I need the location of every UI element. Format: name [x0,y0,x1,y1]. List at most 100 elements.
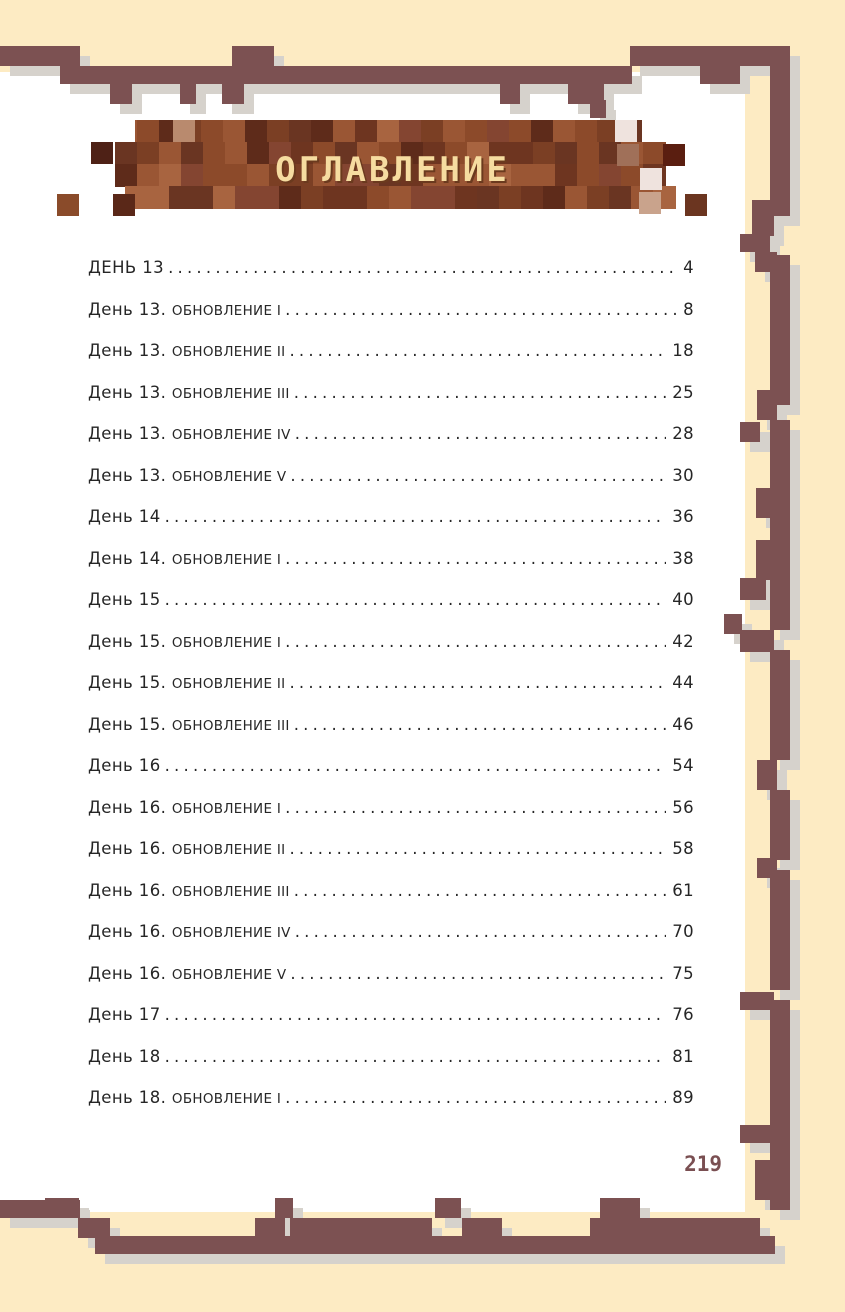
toc-entry-title: День 18. ОБНОВЛЕНИЕ I [88,1088,281,1107]
toc-dot-leader: ........................................… [285,299,677,319]
toc-entry-update: ОБНОВЛЕНИЕ II [171,842,286,858]
toc-entry-page: 28 [672,424,694,443]
toc-dot-leader: ........................................… [294,424,667,443]
toc-entry: День 13. ОБНОВЛЕНИЕ V...................… [88,466,694,496]
toc-entry-day: ДЕНЬ 13 [88,258,165,277]
toc-entry: День 16. ОБНОВЛЕНИЕ I...................… [88,798,694,828]
toc-entry-day: День 14. [88,548,172,568]
toc-entry-title: День 15. ОБНОВЛЕНИЕ III [88,715,290,734]
toc-entry-page: 30 [672,465,694,485]
toc-entry-title: День 16. ОБНОВЛЕНИЕ III [88,881,290,900]
toc-entry-title: День 16. ОБНОВЛЕНИЕ IV [88,922,291,941]
toc-entry-title: День 16. ОБНОВЛЕНИЕ II [88,839,285,858]
toc-dot-leader: ........................................… [290,465,666,485]
toc-dot-leader: ........................................… [289,673,666,692]
toc-entry-day: День 16. [88,839,172,858]
toc-dot-leader: ........................................… [164,590,667,609]
toc-entry: День 16. ОБНОВЛЕНИЕ V...................… [88,964,694,994]
toc-entry: День 16. ОБНОВЛЕНИЕ IV..................… [88,922,694,952]
toc-dot-leader: ........................................… [289,341,666,360]
toc-dot-leader: ........................................… [285,1088,666,1107]
toc-entry-page: 42 [672,631,694,651]
toc-entry-title: День 13. ОБНОВЛЕНИЕ III [88,383,290,402]
toc-entry-title: День 16. ОБНОВЛЕНИЕ V [88,964,286,983]
toc-entry: ДЕНЬ 13.................................… [88,258,694,288]
toc-entry-page: 40 [672,590,694,609]
toc-entry-title: День 15 [88,590,161,609]
paper-area [0,72,745,1212]
toc-entry-day: День 13. [88,424,172,443]
toc-entry-page: 61 [672,880,694,900]
toc-entry-title: День 14. ОБНОВЛЕНИЕ I [88,549,281,568]
toc-entry: День 14.................................… [88,507,694,537]
toc-dot-leader: ........................................… [289,839,666,858]
toc-entry-update: ОБНОВЛЕНИЕ IV [171,925,291,941]
toc-entry-page: 38 [672,548,694,568]
toc-entry-title: День 14 [88,507,161,526]
toc-entry-update: ОБНОВЛЕНИЕ III [171,717,290,734]
toc-entry-day: День 16 [88,756,161,775]
toc-entry-title: День 17 [88,1005,161,1024]
toc-entry-update: ОБНОВЛЕНИЕ III [171,385,290,402]
toc-entry-update: ОБНОВЛЕНИЕ I [171,800,282,817]
toc-dot-leader: ........................................… [164,507,667,526]
toc-entry-update: ОБНОВЛЕНИЕ III [171,883,290,900]
toc-entry: День 16. ОБНОВЛЕНИЕ II..................… [88,839,694,869]
toc-entry-title: ДЕНЬ 13 [88,258,164,277]
toc-entry: День 18.................................… [88,1047,694,1077]
title-banner [57,120,707,216]
toc-entry-day: День 16. [88,880,172,900]
toc-entry-title: День 16. ОБНОВЛЕНИЕ I [88,798,281,817]
toc-entry-page: 36 [672,507,694,526]
toc-entry-page: 56 [672,797,694,817]
toc-entry-update: ОБНОВЛЕНИЕ V [171,966,287,983]
toc-entry: День 13. ОБНОВЛЕНИЕ I...................… [88,300,694,330]
toc-entry: День 13. ОБНОВЛЕНИЕ II..................… [88,341,694,371]
toc-entry-day: День 15. [88,673,172,692]
toc-entry-page: 58 [672,839,694,858]
toc-entry-update: ОБНОВЛЕНИЕ I [171,302,282,319]
toc-entry-page: 4 [683,258,694,277]
toc-entry: День 16.................................… [88,756,694,786]
toc-entry-update: ОБНОВЛЕНИЕ I [171,1091,282,1107]
toc-entry: День 15.................................… [88,590,694,620]
toc-entry-page: 75 [672,963,694,983]
toc-entry-update: ОБНОВЛЕНИЕ V [171,468,287,485]
toc-entry-page: 89 [672,1088,694,1107]
toc-entry: День 15. ОБНОВЛЕНИЕ III.................… [88,715,694,745]
toc-dot-leader: ........................................… [293,714,666,734]
toc-entry-title: День 18 [88,1047,161,1066]
toc-dot-leader: ........................................… [168,258,678,277]
toc-entry-page: 44 [672,673,694,692]
toc-entry-update: ОБНОВЛЕНИЕ I [171,551,282,568]
toc-entry-page: 54 [672,756,694,775]
toc-dot-leader: ........................................… [285,797,666,817]
toc-dot-leader: ........................................… [164,1005,667,1024]
toc-entry: День 15. ОБНОВЛЕНИЕ II..................… [88,673,694,703]
toc-entry-day: День 13. [88,299,172,319]
toc-entry-page: 18 [672,341,694,360]
toc-dot-leader: ........................................… [285,631,666,651]
toc-dot-leader: ........................................… [164,1046,667,1066]
toc-entry: День 15. ОБНОВЛЕНИЕ I...................… [88,632,694,662]
toc-entry-page: 81 [672,1046,694,1066]
toc-dot-leader: ........................................… [290,963,666,983]
toc-dot-leader: ........................................… [164,756,667,775]
toc-entry: День 13. ОБНОВЛЕНИЕ III.................… [88,383,694,413]
toc-entry: День 17.................................… [88,1005,694,1035]
toc-entry: День 16. ОБНОВЛЕНИЕ III.................… [88,881,694,911]
toc-dot-leader: ........................................… [294,922,667,941]
page-number: 219 [684,1152,722,1176]
toc-dot-leader: ........................................… [293,382,666,402]
toc-dot-leader: ........................................… [293,880,666,900]
toc-entry-day: День 13. [88,382,172,402]
toc-entry-day: День 15. [88,631,172,651]
toc-entry-day: День 14 [88,507,161,526]
toc-entry-page: 46 [672,714,694,734]
toc-entry-page: 76 [672,1005,694,1024]
toc-entry-title: День 13. ОБНОВЛЕНИЕ II [88,341,285,360]
toc-entry-title: День 13. ОБНОВЛЕНИЕ I [88,300,281,319]
toc-entry-page: 70 [672,922,694,941]
toc-entry-day: День 17 [88,1005,161,1024]
